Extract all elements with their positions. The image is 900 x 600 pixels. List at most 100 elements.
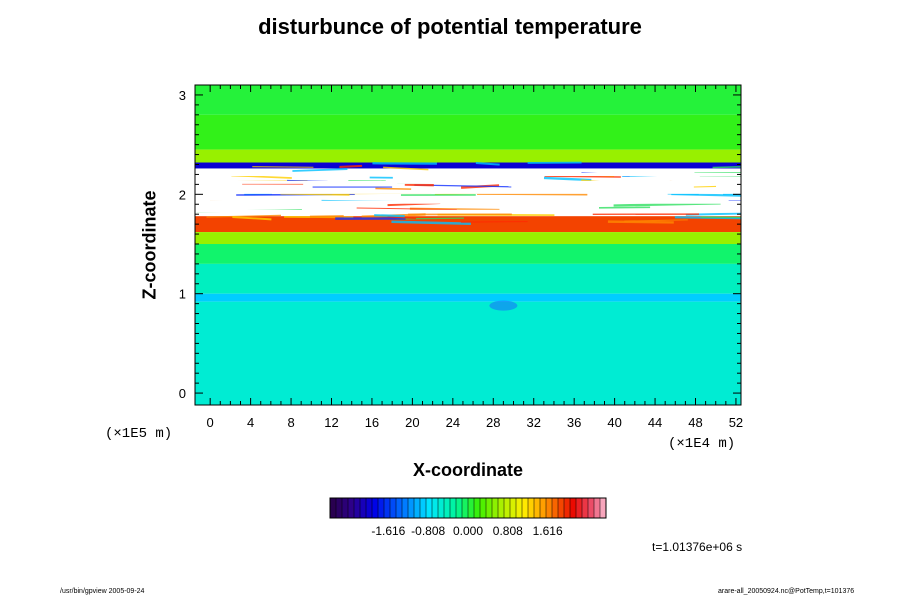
colorbar-cell bbox=[456, 498, 463, 518]
turbulence-streak bbox=[693, 185, 717, 188]
colorbar-cell bbox=[432, 498, 439, 518]
field-band bbox=[195, 114, 741, 150]
colorbar-cell bbox=[420, 498, 427, 518]
colorbar-tick-label: 0.808 bbox=[493, 524, 523, 538]
colorbar-cell bbox=[546, 498, 553, 518]
cold-anomaly bbox=[489, 300, 518, 311]
colorbar-cell bbox=[336, 498, 343, 518]
turbulence-streak bbox=[374, 214, 405, 218]
colorbar-cell bbox=[552, 498, 559, 518]
colorbar-cell bbox=[462, 498, 469, 518]
field-band bbox=[195, 293, 741, 302]
colorbar-cell bbox=[444, 498, 451, 518]
colorbar-cell bbox=[330, 498, 337, 518]
x-tick-label: 8 bbox=[287, 415, 294, 430]
colorbar-cell bbox=[366, 498, 373, 518]
turbulence-streak bbox=[396, 217, 464, 220]
x-tick-label: 24 bbox=[446, 415, 460, 430]
x-tick-label: 40 bbox=[607, 415, 621, 430]
turbulence-streak bbox=[292, 168, 348, 172]
turbulence-streak bbox=[252, 166, 314, 168]
colorbar-cell bbox=[468, 498, 475, 518]
colorbar-frame bbox=[329, 497, 607, 519]
colorbar-cell bbox=[540, 498, 547, 518]
x-tick-label: 28 bbox=[486, 415, 500, 430]
turbulence-streak bbox=[391, 220, 471, 225]
field-band bbox=[195, 301, 741, 405]
colorbar-cell bbox=[528, 498, 535, 518]
x-tick-label: 52 bbox=[729, 415, 743, 430]
colorbar-cell bbox=[450, 498, 457, 518]
colorbar-cell bbox=[516, 498, 523, 518]
time-annotation: t=1.01376e+06 s bbox=[652, 540, 743, 554]
field-band bbox=[195, 244, 741, 264]
streak-layer bbox=[195, 161, 741, 311]
colorbar-cell bbox=[438, 498, 445, 518]
colorbar-cell bbox=[408, 498, 415, 518]
plot-frame bbox=[194, 84, 742, 406]
colorbar-cell bbox=[384, 498, 391, 518]
turbulence-streak bbox=[356, 207, 457, 211]
turbulence-streak bbox=[460, 220, 528, 223]
colorbar-cell bbox=[378, 498, 385, 518]
colorbar-cell bbox=[390, 498, 397, 518]
turbulence-streak bbox=[375, 187, 412, 190]
field-layer bbox=[195, 85, 741, 405]
x-tick-label: 12 bbox=[324, 415, 338, 430]
turbulence-streak bbox=[475, 162, 500, 166]
turbulence-streak bbox=[477, 192, 588, 196]
turbulence-streak bbox=[712, 165, 741, 169]
turbulence-streak bbox=[280, 192, 350, 196]
colorbar-cell bbox=[402, 498, 409, 518]
colorbar-cell bbox=[480, 498, 487, 518]
colorbar-cell bbox=[492, 498, 499, 518]
turbulence-streak bbox=[404, 183, 434, 187]
colorbar-cell bbox=[360, 498, 367, 518]
colorbar-cell bbox=[372, 498, 379, 518]
y-tick-label: 1 bbox=[179, 287, 186, 302]
colorbar-cell bbox=[522, 498, 529, 518]
field-band bbox=[195, 149, 741, 163]
y-tick-label: 2 bbox=[179, 187, 186, 202]
colorbar-cell bbox=[582, 498, 589, 518]
turbulence-streak bbox=[624, 219, 688, 222]
colorbar-tick-label: -1.616 bbox=[371, 524, 405, 538]
x-tick-label: 20 bbox=[405, 415, 419, 430]
x-tick-label: 36 bbox=[567, 415, 581, 430]
colorbar-cell bbox=[348, 498, 355, 518]
colorbar-tick-label: -0.808 bbox=[411, 524, 445, 538]
colorbar-cell bbox=[594, 498, 601, 518]
colorbar-cell bbox=[600, 498, 607, 518]
field-band bbox=[195, 162, 741, 169]
colorbar-tick-label: 0.000 bbox=[453, 524, 483, 538]
colorbar-cell bbox=[498, 498, 505, 518]
x-axis-unit: (×1E4 m) bbox=[668, 436, 736, 452]
x-tick-label: 44 bbox=[648, 415, 662, 430]
turbulence-streak bbox=[383, 166, 429, 171]
colorbar-tick-label: 1.616 bbox=[533, 524, 563, 538]
colorbar-cell bbox=[342, 498, 349, 518]
x-tick-label: 32 bbox=[526, 415, 540, 430]
y-tick-label: 3 bbox=[179, 88, 186, 103]
colorbar-cell bbox=[486, 498, 493, 518]
field-band bbox=[195, 85, 741, 115]
field-band bbox=[195, 263, 741, 294]
turbulence-streak bbox=[206, 214, 282, 218]
turbulence-streak bbox=[232, 216, 272, 221]
colorbar-cell bbox=[426, 498, 433, 518]
x-axis-label: X-coordinate bbox=[412, 460, 524, 480]
colorbar-cell bbox=[354, 498, 361, 518]
y-tick-label: 0 bbox=[179, 386, 186, 401]
colorbar-cell bbox=[510, 498, 517, 518]
x-tick-label: 4 bbox=[247, 415, 254, 430]
colorbar-cell bbox=[474, 498, 481, 518]
colorbar-cell bbox=[504, 498, 511, 518]
colorbar-cell bbox=[588, 498, 595, 518]
field-band bbox=[195, 232, 741, 245]
colorbar-cell bbox=[414, 498, 421, 518]
colorbar-cell bbox=[576, 498, 583, 518]
x-tick-label: 0 bbox=[207, 415, 214, 430]
colorbar-cell bbox=[570, 498, 577, 518]
turbulence-streak bbox=[387, 215, 417, 220]
